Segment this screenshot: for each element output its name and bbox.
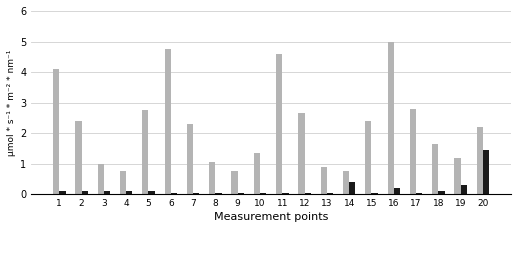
Bar [454,158,461,194]
Bar [343,171,349,194]
Bar [81,191,88,194]
Bar [142,110,149,194]
Bar [238,193,244,194]
Bar [97,164,104,194]
Bar [410,109,416,194]
Bar [394,188,400,194]
Bar [477,127,483,194]
Bar [298,113,305,194]
Bar [59,191,65,194]
Bar [75,121,81,194]
Bar [232,171,238,194]
Bar [416,193,422,194]
Bar [165,49,171,194]
Bar [104,191,110,194]
Bar [282,193,289,194]
Bar [209,162,215,194]
Bar [432,144,438,194]
Bar [387,42,394,194]
Y-axis label: μmol * s⁻¹ * m⁻² * nm⁻¹: μmol * s⁻¹ * m⁻² * nm⁻¹ [7,49,16,156]
Bar [371,193,378,194]
Bar [149,191,155,194]
Bar [365,121,371,194]
Bar [215,193,222,194]
Bar [349,182,355,194]
Bar [305,193,311,194]
Bar [126,191,133,194]
Bar [254,153,260,194]
Bar [276,54,282,194]
Bar [461,185,467,194]
Bar [260,193,266,194]
Bar [187,124,193,194]
Bar [53,69,59,194]
Bar [193,193,199,194]
X-axis label: Measurement points: Measurement points [214,212,328,222]
Bar [321,167,327,194]
Bar [438,191,444,194]
Bar [171,193,177,194]
Bar [483,150,489,194]
Bar [327,193,333,194]
Bar [120,171,126,194]
